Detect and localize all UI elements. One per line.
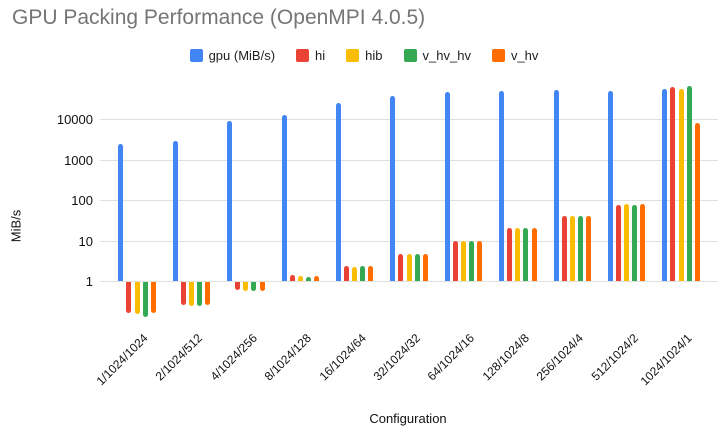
bar bbox=[289, 275, 295, 281]
legend-item: v_hv bbox=[491, 47, 539, 63]
x-tick-label: 1/1024/1024 bbox=[93, 331, 151, 389]
x-tick-label: 64/1024/16 bbox=[424, 331, 478, 384]
legend-item: gpu (MiB/s) bbox=[189, 47, 276, 63]
legend-label: v_hv_hv bbox=[422, 47, 471, 63]
y-tick-label: 10 bbox=[78, 234, 93, 249]
bar bbox=[313, 275, 319, 281]
bar bbox=[553, 90, 559, 281]
legend-item: hib bbox=[346, 47, 383, 63]
bar bbox=[499, 91, 505, 281]
bar bbox=[406, 253, 412, 281]
bar bbox=[624, 204, 630, 281]
bar bbox=[444, 92, 450, 281]
bar bbox=[118, 143, 124, 281]
bar bbox=[670, 86, 676, 281]
bar bbox=[414, 253, 420, 281]
bar bbox=[422, 253, 428, 281]
bar bbox=[352, 266, 358, 281]
x-tick-label: 8/1024/128 bbox=[261, 331, 315, 384]
chart-legend: gpu (MiB/s) hi hib v_hv_hv v_hv bbox=[0, 46, 728, 64]
bar bbox=[259, 282, 265, 291]
bar bbox=[678, 88, 684, 281]
x-tick-label: 128/1024/8 bbox=[479, 331, 532, 384]
bar bbox=[531, 227, 537, 281]
bar bbox=[297, 276, 303, 281]
legend-swatch-icon bbox=[346, 48, 360, 62]
x-tick-label: 256/1024/4 bbox=[533, 331, 587, 384]
legend-label: hi bbox=[315, 47, 326, 63]
y-tick-label: 1 bbox=[85, 274, 93, 289]
x-tick-label: 1024/1024/1 bbox=[637, 331, 695, 389]
x-tick-label: 32/1024/32 bbox=[370, 331, 423, 384]
bar bbox=[607, 91, 613, 281]
bar bbox=[632, 204, 638, 281]
bar bbox=[251, 282, 257, 291]
bar bbox=[507, 227, 513, 281]
x-tick-label: 16/1024/64 bbox=[316, 331, 369, 384]
bar bbox=[662, 88, 668, 281]
x-tick-label: 4/1024/256 bbox=[207, 331, 260, 384]
bar bbox=[515, 227, 521, 281]
bar bbox=[197, 282, 202, 306]
bar bbox=[398, 253, 404, 281]
bar bbox=[126, 282, 132, 314]
bar bbox=[134, 282, 140, 315]
bar bbox=[368, 266, 374, 281]
x-tick-label: 2/1024/512 bbox=[152, 331, 206, 384]
gridline bbox=[100, 119, 718, 120]
bar bbox=[305, 277, 311, 281]
bar bbox=[188, 282, 194, 306]
bar bbox=[172, 141, 178, 281]
legend-swatch-icon bbox=[491, 48, 505, 62]
gridline bbox=[100, 160, 718, 161]
bar bbox=[469, 240, 474, 281]
bar bbox=[227, 121, 233, 281]
bar bbox=[616, 204, 621, 281]
bar bbox=[235, 282, 241, 291]
legend-label: gpu (MiB/s) bbox=[208, 47, 276, 63]
x-axis-title: Configuration bbox=[369, 411, 447, 426]
y-tick-label: 1000 bbox=[64, 153, 93, 168]
bar bbox=[640, 204, 646, 281]
legend-label: v_hv bbox=[510, 47, 539, 63]
legend-swatch-icon bbox=[403, 48, 417, 62]
y-tick-label: 100 bbox=[71, 193, 93, 208]
chart-title: GPU Packing Performance (OpenMPI 4.0.5) bbox=[12, 6, 426, 29]
gridline bbox=[100, 200, 718, 201]
bar bbox=[561, 216, 567, 281]
x-tick-label: 512/1024/2 bbox=[588, 331, 641, 384]
bar bbox=[180, 282, 186, 305]
bar bbox=[344, 266, 349, 281]
legend-item: hi bbox=[296, 48, 325, 63]
bar bbox=[281, 114, 287, 281]
bar bbox=[477, 240, 483, 281]
bar bbox=[360, 266, 366, 281]
y-axis-title: MiB/s bbox=[8, 209, 24, 243]
legend-item: v_hv_hv bbox=[403, 47, 471, 63]
bar bbox=[243, 282, 249, 291]
bar bbox=[460, 240, 466, 281]
bar bbox=[150, 282, 156, 314]
gridline bbox=[100, 241, 718, 242]
gridline bbox=[100, 281, 718, 282]
legend-swatch-icon bbox=[296, 48, 310, 62]
legend-label: hib bbox=[365, 47, 383, 63]
bar bbox=[452, 240, 458, 281]
bar bbox=[335, 103, 341, 281]
bar bbox=[390, 96, 396, 281]
bar bbox=[694, 122, 700, 281]
bar bbox=[686, 85, 692, 281]
bar bbox=[205, 282, 211, 305]
bar bbox=[577, 216, 583, 281]
legend-swatch-icon bbox=[189, 48, 203, 62]
bar bbox=[585, 216, 591, 281]
bar bbox=[523, 228, 529, 281]
y-tick-label: 10000 bbox=[56, 112, 93, 127]
bar bbox=[142, 282, 148, 317]
bar bbox=[569, 216, 575, 281]
